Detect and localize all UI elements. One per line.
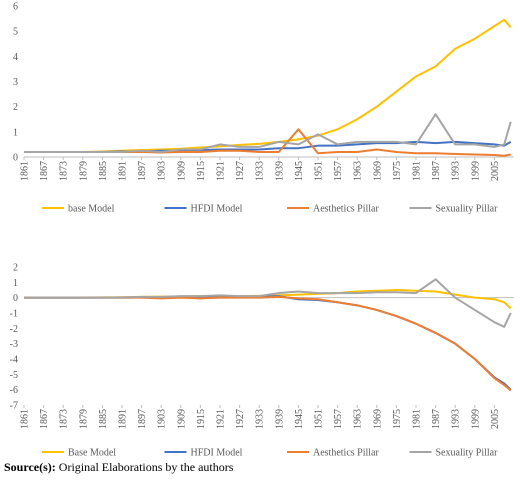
y-tick-label: -4 — [10, 355, 18, 366]
source-line: Source(s): Original Elaborations by the … — [4, 460, 234, 474]
y-tick-label: 5 — [13, 27, 18, 38]
y-tick-label: 2 — [13, 102, 18, 113]
x-tick-label: 1975 — [392, 409, 403, 429]
y-tick-label: -2 — [10, 324, 18, 335]
y-tick-label: 3 — [13, 77, 18, 88]
x-tick-label: 1867 — [39, 161, 50, 181]
x-tick-label: 1909 — [176, 161, 187, 181]
x-tick-label: 1903 — [157, 409, 168, 429]
series-line — [24, 289, 512, 310]
y-tick-label: 6 — [13, 2, 18, 13]
x-tick-label: 1945 — [294, 161, 305, 181]
y-tick-label: -5 — [10, 370, 18, 381]
x-tick-label: 1873 — [59, 161, 70, 181]
x-tick-label: 1951 — [314, 161, 325, 181]
x-tick-label: 1963 — [353, 409, 364, 429]
source-label: Source(s): — [4, 460, 56, 474]
x-tick-label: 1993 — [451, 409, 462, 429]
series-line — [24, 113, 512, 153]
x-tick-label: 1999 — [470, 409, 481, 429]
y-tick-label: -3 — [10, 339, 18, 350]
x-tick-label: 1993 — [451, 161, 462, 181]
y-tick-label: 1 — [13, 278, 18, 289]
x-tick-label: 1957 — [333, 161, 344, 181]
series-line — [24, 18, 512, 153]
x-tick-label: 1891 — [118, 161, 129, 181]
x-tick-label: 1939 — [274, 409, 285, 429]
x-tick-label: 1933 — [255, 409, 266, 429]
y-tick-label: -7 — [10, 401, 18, 412]
y-tick-label: 4 — [13, 52, 18, 63]
x-tick-label: 1999 — [470, 161, 481, 181]
x-tick-label: 1873 — [59, 409, 70, 429]
x-tick-label: 1909 — [176, 409, 187, 429]
legend-label: Base Model — [68, 448, 116, 459]
x-tick-label: 1921 — [216, 409, 227, 429]
x-tick-label: 1891 — [118, 409, 129, 429]
series-line — [24, 278, 512, 328]
series-line — [24, 295, 512, 391]
legend-label: Aesthetics Pillar — [313, 448, 379, 459]
x-tick-label: 1879 — [78, 409, 89, 429]
x-tick-label: 1897 — [137, 161, 148, 181]
x-tick-label: 1969 — [372, 409, 383, 429]
x-tick-label: 1981 — [412, 161, 423, 181]
x-tick-label: 2005 — [490, 161, 501, 181]
x-tick-label: 1897 — [137, 409, 148, 429]
x-tick-label: 1969 — [372, 161, 383, 181]
x-tick-label: 1915 — [196, 409, 207, 429]
legend-label: HFDI Model — [191, 204, 243, 215]
x-tick-label: 1951 — [314, 409, 325, 429]
x-tick-label: 1885 — [98, 409, 109, 429]
x-tick-label: 1987 — [431, 409, 442, 429]
x-tick-label: 1885 — [98, 161, 109, 181]
y-tick-label: 2 — [13, 263, 18, 274]
x-tick-label: 1933 — [255, 161, 266, 181]
legend-label: Aesthetics Pillar — [313, 204, 379, 215]
x-tick-label: 1903 — [157, 161, 168, 181]
y-tick-label: -6 — [10, 385, 18, 396]
source-text: Original Elaborations by the authors — [59, 460, 234, 474]
legend-label: HFDI Model — [191, 448, 243, 459]
x-tick-label: 2005 — [490, 409, 501, 429]
series-line — [24, 295, 512, 392]
y-tick-label: -1 — [10, 309, 18, 320]
x-tick-label: 1981 — [412, 409, 423, 429]
x-tick-label: 1957 — [333, 409, 344, 429]
x-tick-label: 1921 — [216, 161, 227, 181]
y-tick-label: 1 — [13, 127, 18, 138]
x-tick-label: 1927 — [235, 409, 246, 429]
legend-label: base Model — [68, 204, 115, 215]
x-tick-label: 1963 — [353, 161, 364, 181]
x-tick-label: 1945 — [294, 409, 305, 429]
x-tick-label: 1879 — [78, 161, 89, 181]
y-tick-label: 0 — [13, 153, 18, 164]
x-tick-label: 1861 — [20, 161, 31, 181]
y-tick-label: 0 — [13, 293, 18, 304]
x-tick-label: 1867 — [39, 409, 50, 429]
x-tick-label: 1927 — [235, 161, 246, 181]
x-tick-label: 1861 — [20, 409, 31, 429]
legend-label: Sexuality Pillar — [436, 204, 499, 215]
x-tick-label: 1975 — [392, 161, 403, 181]
x-tick-label: 1987 — [431, 161, 442, 181]
x-tick-label: 1939 — [274, 161, 285, 181]
legend-label: Sexuality Pillar — [436, 448, 499, 459]
x-tick-label: 1915 — [196, 161, 207, 181]
